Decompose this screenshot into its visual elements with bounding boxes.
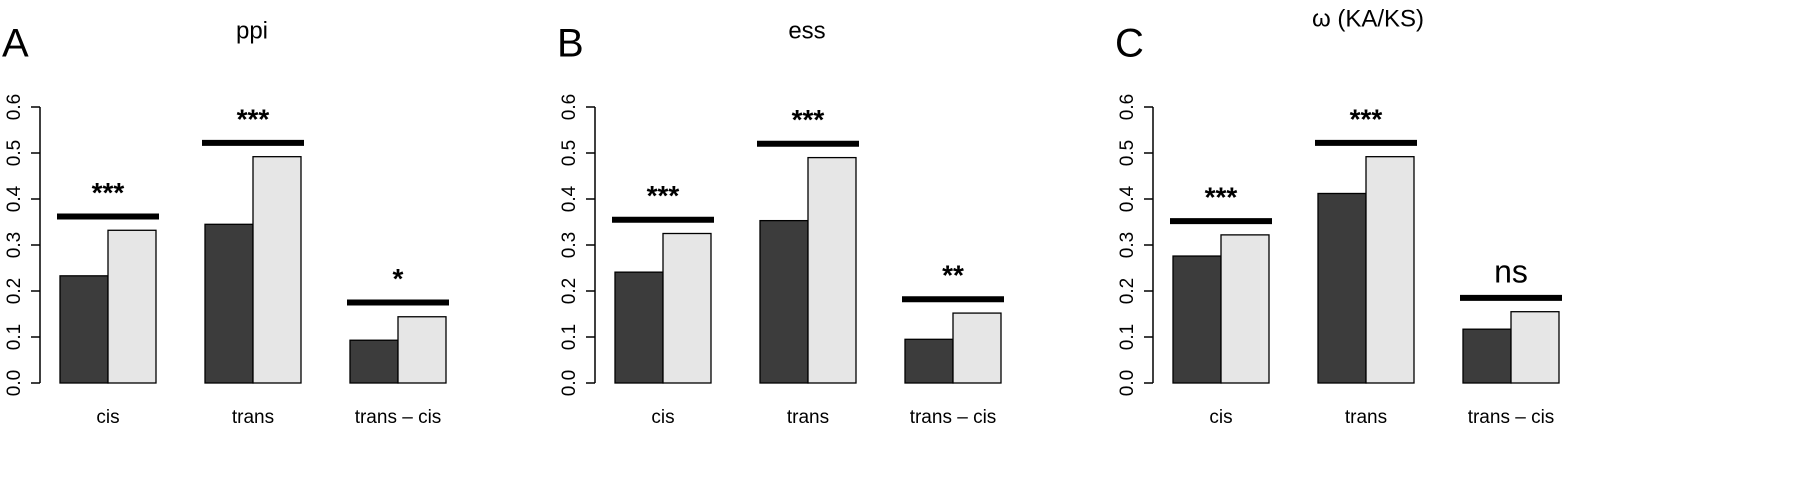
bar [1317, 192, 1367, 384]
bar [904, 338, 954, 384]
bar [614, 271, 664, 384]
bar [1462, 328, 1512, 384]
significance-label: *** [647, 180, 680, 211]
y-tick-label: 0.5 [4, 140, 25, 166]
bar [349, 339, 399, 384]
y-tick-label: 0.4 [4, 185, 25, 212]
y-tick-label: 0.0 [4, 370, 25, 396]
y-tick-label: 0.0 [1117, 370, 1138, 396]
significance-label: ** [942, 260, 964, 291]
significance-label: ns [1494, 253, 1528, 289]
y-tick-label: 0.1 [4, 324, 25, 350]
x-tick-label: cis [651, 407, 674, 428]
x-tick-label: cis [96, 407, 119, 428]
bar [1172, 255, 1222, 384]
y-tick-label: 0.3 [1117, 232, 1138, 258]
y-tick-label: 0.2 [4, 278, 25, 304]
panel-label: C [1115, 22, 1144, 66]
panel-title: ω (KA/KS) [1312, 5, 1424, 32]
x-tick-label: trans [1345, 407, 1387, 428]
x-tick-label: trans – cis [355, 407, 442, 428]
significance-label: *** [237, 103, 270, 134]
y-tick-label: 0.5 [559, 140, 580, 166]
panel-title: ppi [236, 17, 268, 44]
bar [397, 316, 447, 384]
panel-label: A [2, 22, 29, 66]
y-tick-label: 0.6 [559, 94, 580, 120]
panel-label: B [557, 22, 584, 66]
y-tick-label: 0.1 [559, 324, 580, 350]
bar [252, 156, 302, 384]
significance-label: * [393, 263, 404, 294]
x-tick-label: trans [787, 407, 829, 428]
y-tick-label: 0.3 [559, 232, 580, 258]
bar [107, 229, 157, 384]
significance-label: *** [1350, 103, 1383, 134]
y-tick-label: 0.6 [1117, 94, 1138, 120]
bar [1220, 234, 1270, 384]
bar [1365, 156, 1415, 384]
x-tick-label: cis [1209, 407, 1232, 428]
y-tick-label: 0.4 [559, 185, 580, 212]
bar [952, 312, 1002, 384]
x-tick-label: trans [232, 407, 274, 428]
bar [204, 223, 254, 384]
y-tick-label: 0.5 [1117, 140, 1138, 166]
bar [662, 232, 712, 384]
y-tick-label: 0.3 [4, 232, 25, 258]
y-tick-label: 0.4 [1117, 185, 1138, 212]
significance-label: *** [792, 104, 825, 135]
y-tick-label: 0.0 [559, 370, 580, 396]
y-tick-label: 0.2 [559, 278, 580, 304]
significance-label: *** [92, 177, 125, 208]
x-tick-label: trans – cis [910, 407, 997, 428]
panel-title: ess [788, 17, 825, 44]
y-tick-label: 0.6 [4, 94, 25, 120]
bar [59, 275, 109, 384]
bar [1510, 311, 1560, 384]
significance-label: *** [1205, 181, 1238, 212]
bar [759, 219, 809, 384]
y-tick-label: 0.1 [1117, 324, 1138, 350]
y-tick-label: 0.2 [1117, 278, 1138, 304]
x-tick-label: trans – cis [1468, 407, 1555, 428]
bar [807, 156, 857, 384]
